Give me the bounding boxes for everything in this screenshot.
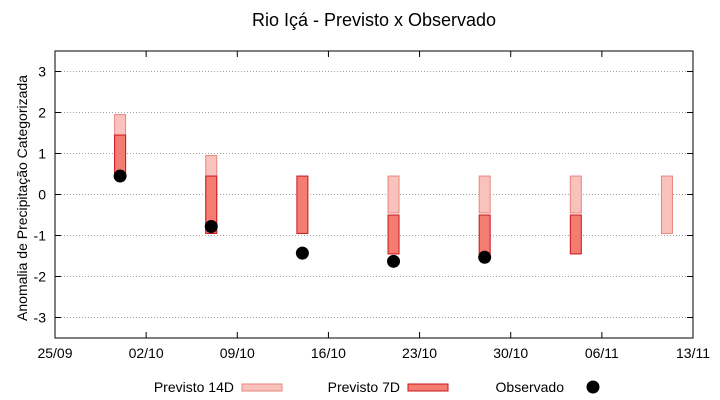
observado-point [295, 246, 309, 260]
axis-ticks: 3 2 1 0 -1 -2 -3 25/09 02/10 09/10 16/10 23/10 30/10… [34, 51, 710, 361]
legend-label: Observado [496, 379, 565, 395]
legend-label: Previsto 7D [328, 379, 400, 395]
previsto-7d-bar [296, 175, 309, 234]
previsto-7d-bar [478, 214, 491, 255]
previsto-14d-bar [569, 175, 582, 214]
x-tick-label: 13/11 [676, 345, 710, 361]
observado-series [113, 169, 492, 268]
y-tick-label: -1 [34, 228, 47, 244]
observado-point [204, 219, 218, 233]
legend-label: Previsto 14D [154, 379, 234, 395]
legend-marker-observado [586, 380, 600, 394]
legend-swatch-previsto-14d [241, 383, 283, 392]
y-tick-label: 0 [38, 187, 46, 203]
previsto-14d-bar [478, 175, 491, 214]
x-tick-label: 23/10 [402, 345, 437, 361]
x-tick-label: 30/10 [493, 345, 528, 361]
x-tick-label: 16/10 [311, 345, 346, 361]
x-tick-label: 06/11 [585, 345, 619, 361]
grid [55, 71, 693, 318]
x-tick-label: 25/09 [37, 345, 72, 361]
y-axis-label: Anomalia de Precipitação Categorizada [14, 75, 30, 321]
previsto-7d-bar [114, 134, 127, 175]
legend-swatch-previsto-7d [407, 383, 449, 392]
y-tick-label: -3 [34, 310, 47, 326]
observado-point [113, 169, 127, 183]
x-tick-label: 09/10 [220, 345, 255, 361]
x-tick-label: 02/10 [129, 345, 164, 361]
observado-point [387, 254, 401, 268]
previsto-14d-bar [387, 175, 400, 214]
previsto-7d-bar [569, 214, 582, 255]
y-tick-label: 2 [38, 105, 46, 121]
y-tick-label: 1 [38, 146, 46, 162]
previsto-7d-bar [205, 175, 218, 234]
y-tick-label: -2 [34, 269, 47, 285]
chart-title: Rio Içá - Previsto x Observado [252, 10, 496, 30]
previsto-7d-bar [387, 214, 400, 255]
previsto-14d-bar [660, 175, 673, 234]
legend: Previsto 14D Previsto 7D Observado [154, 379, 600, 395]
y-tick-label: 3 [38, 64, 46, 80]
observado-point [478, 250, 492, 264]
